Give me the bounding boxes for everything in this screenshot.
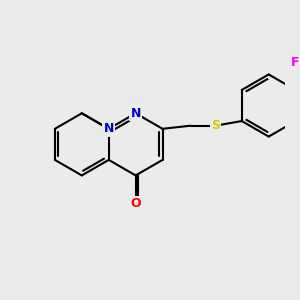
- Text: S: S: [211, 119, 220, 132]
- Text: O: O: [130, 197, 141, 210]
- Text: F: F: [291, 56, 300, 68]
- Text: N: N: [130, 107, 141, 120]
- Text: N: N: [103, 122, 114, 135]
